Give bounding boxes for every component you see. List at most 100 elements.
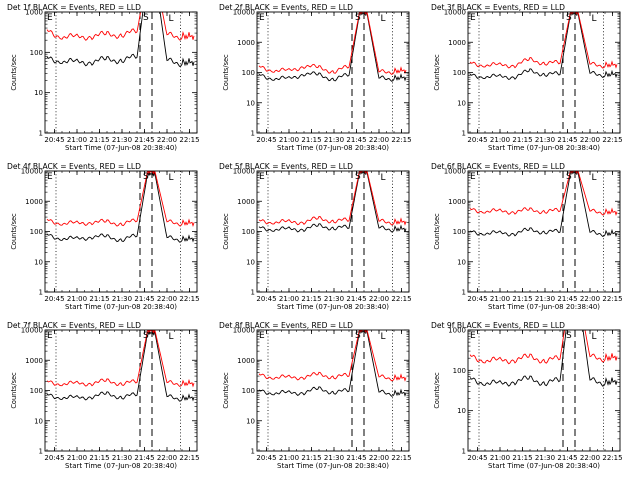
x-tick-label: 21:15 [301,454,321,462]
marker-l: L [169,14,174,24]
x-tick-label: 22:00 [369,136,389,144]
y-tick-label: 1 [462,448,466,456]
x-tick-label: 20:45 [467,136,487,144]
x-axis-label: Start Time (07-Jun-08 20:38:40) [277,144,389,152]
x-tick-label: 21:45 [557,454,577,462]
x-tick-label: 22:00 [369,295,389,303]
marker-s: S [143,172,149,182]
y-tick-label: 10000 [21,168,43,176]
y-tick-label: 10000 [233,327,255,335]
series-lld-line [469,171,618,217]
x-axis-label: Start Time (07-Jun-08 20:38:40) [277,303,389,311]
y-tick-label: 1000 [448,198,466,206]
y-tick-label: 100 [453,367,466,375]
marker-e: E [259,13,265,23]
marker-e: E [47,172,53,182]
x-axis-label: Start Time (07-Jun-08 20:38:40) [65,303,177,311]
marker-s: S [355,172,361,182]
series-lld-line [258,330,407,382]
y-tick-label: 10000 [444,9,466,17]
x-tick-label: 21:45 [557,295,577,303]
y-axis-label: Counts/sec [222,372,230,409]
panel-title: Det 9f BLACK = Events, RED = LLD [431,321,565,330]
marker-l: L [592,14,597,24]
panel-2: Det 2f BLACK = Events, RED = LLD 1 10 100 10… [219,3,412,152]
y-tick-label: 100 [453,69,466,77]
marker-l: L [169,332,174,342]
x-tick-label: 21:30 [535,295,555,303]
x-tick-label: 21:30 [535,136,555,144]
series-events-line [258,12,407,82]
y-tick-label: 1 [39,448,43,456]
y-tick-label: 1 [462,130,466,138]
x-axis-label: Start Time (07-Jun-08 20:38:40) [488,144,600,152]
y-tick-label: 1 [251,130,255,138]
y-tick-label: 100 [30,387,43,395]
y-tick-label: 10000 [444,168,466,176]
x-tick-label: 21:30 [535,454,555,462]
marker-s: S [355,13,361,23]
x-tick-label: 21:15 [301,295,321,303]
marker-e: E [470,331,476,341]
y-tick-label: 1 [462,289,466,297]
x-tick-label: 22:00 [580,136,600,144]
x-tick-label: 21:45 [134,454,154,462]
y-tick-label: 100 [453,228,466,236]
x-tick-label: 21:15 [89,295,109,303]
x-tick-label: 21:00 [490,136,510,144]
panel-title: Det 7f BLACK = Events, RED = LLD [7,321,141,330]
marker-e: E [259,172,265,182]
marker-l: L [381,14,386,24]
y-axis-label: Counts/sec [433,54,441,91]
x-tick-label: 21:45 [346,295,366,303]
marker-s: S [143,13,149,23]
y-tick-label: 1000 [237,39,255,47]
series-events-line [469,171,618,238]
x-tick-label: 20:45 [44,454,64,462]
x-tick-label: 21:00 [490,295,510,303]
x-tick-label: 22:00 [157,136,177,144]
marker-e: E [259,331,265,341]
marker-l: L [169,173,174,183]
x-tick-label: 21:15 [89,454,109,462]
x-tick-label: 21:30 [324,295,344,303]
y-tick-label: 1 [39,289,43,297]
x-tick-label: 21:15 [512,136,532,144]
series-events-line [258,330,407,397]
series-lld-line [46,171,195,228]
panel-4: Det 4f BLACK = Events, RED = LLD 1 10 100 10… [7,162,200,311]
panel-title: Det 4f BLACK = Events, RED = LLD [7,162,141,171]
y-tick-label: 10 [246,258,255,266]
y-tick-label: 10 [457,407,466,415]
panel-title: Det 6f BLACK = Events, RED = LLD [431,162,565,171]
x-tick-label: 22:15 [602,454,622,462]
marker-e: E [470,172,476,182]
x-tick-label: 21:30 [112,454,132,462]
panel-title: Det 2f BLACK = Events, RED = LLD [219,3,353,12]
x-tick-label: 22:15 [179,295,199,303]
marker-l: L [381,332,386,342]
y-tick-label: 10 [34,89,43,97]
x-tick-label: 20:45 [44,136,64,144]
x-tick-label: 21:45 [134,295,154,303]
marker-l: L [381,173,386,183]
series-events-line [469,330,618,387]
series-events-line [46,12,195,67]
plot-frame [44,170,198,293]
y-tick-label: 1 [39,130,43,138]
y-axis-label: Counts/sec [433,213,441,250]
x-tick-label: 22:15 [391,136,411,144]
y-tick-label: 1000 [448,39,466,47]
y-tick-label: 10 [34,258,43,266]
y-tick-label: 10000 [233,9,255,17]
y-tick-label: 10 [457,99,466,107]
x-tick-label: 21:00 [279,136,299,144]
x-tick-label: 21:00 [279,295,299,303]
y-axis-label: Counts/sec [10,372,18,409]
marker-s: S [143,331,149,341]
panel-5: Det 5f BLACK = Events, RED = LLD 1 10 100 10… [219,162,412,311]
marker-e: E [470,13,476,23]
marker-e: E [47,331,53,341]
x-tick-label: 22:15 [179,136,199,144]
x-tick-label: 21:00 [67,136,87,144]
